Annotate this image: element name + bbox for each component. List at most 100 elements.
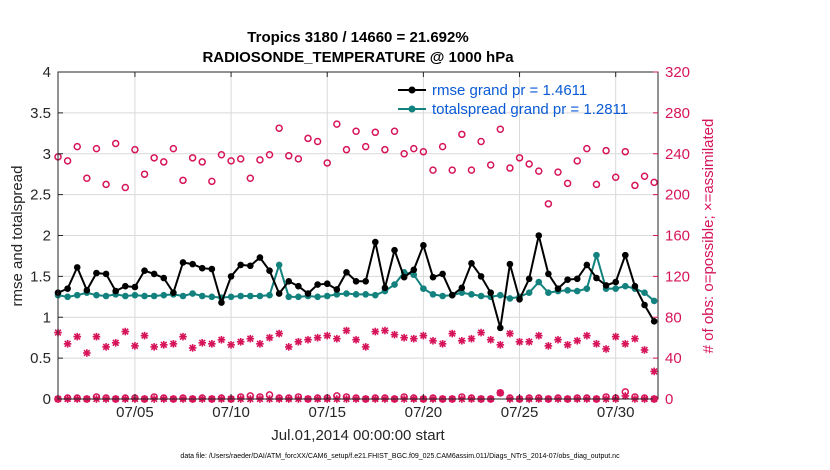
data-point bbox=[208, 293, 216, 301]
obs-assimilated-marker bbox=[477, 328, 485, 337]
obs-possible-marker bbox=[611, 173, 620, 182]
obs-assimilated-marker bbox=[275, 329, 283, 338]
data-point bbox=[122, 292, 129, 300]
obs-assimilated-marker-stroke bbox=[650, 367, 658, 375]
obs-possible-marker bbox=[227, 157, 235, 165]
obs-assimilated-marker-stroke bbox=[593, 340, 600, 348]
obs-assimilated-marker-stroke bbox=[573, 337, 581, 345]
obs-assimilated-marker-stroke bbox=[468, 335, 475, 343]
data-point bbox=[381, 284, 389, 292]
obs-possible-marker bbox=[323, 159, 331, 167]
obs-assimilated-marker-stroke bbox=[160, 341, 168, 349]
obs-assimilated-marker bbox=[256, 340, 264, 348]
obs-assimilated-marker bbox=[381, 326, 389, 335]
data-point bbox=[391, 246, 398, 254]
obs-assimilated-marker bbox=[188, 344, 197, 352]
obs-assimilated-marker bbox=[265, 333, 274, 342]
data-point bbox=[650, 297, 658, 305]
data-point bbox=[362, 291, 369, 298]
obs-possible-marker bbox=[304, 134, 312, 143]
y-axis-label: rmse and totalspread bbox=[9, 166, 26, 307]
obs-assimilated-marker-stroke bbox=[477, 329, 485, 336]
data-point bbox=[189, 260, 196, 268]
data-point bbox=[439, 270, 446, 278]
y-tick-label: 1.5 bbox=[30, 268, 51, 285]
y-tick-label: 2 bbox=[43, 228, 51, 245]
data-point bbox=[160, 274, 168, 282]
obs-possible-marker bbox=[390, 127, 399, 136]
obs-assimilated-marker-stroke bbox=[621, 392, 629, 400]
obs-possible-marker bbox=[256, 156, 264, 164]
obs-assimilated-marker-stroke bbox=[189, 344, 197, 352]
data-point bbox=[218, 299, 225, 306]
obs-possible-marker bbox=[188, 154, 197, 162]
obs-assimilated-marker-stroke bbox=[496, 389, 504, 397]
obs-assimilated-marker-stroke bbox=[246, 335, 254, 343]
data-point bbox=[612, 278, 619, 286]
obs-assimilated-marker-stroke bbox=[448, 330, 456, 338]
obs-assimilated-marker-stroke bbox=[169, 340, 177, 348]
series-assimilated-obs-low- bbox=[54, 389, 658, 403]
data-point bbox=[275, 290, 283, 297]
obs-possible-marker bbox=[121, 183, 130, 192]
obs-assimilated-marker bbox=[131, 342, 139, 350]
obs-assimilated-marker-stroke bbox=[429, 337, 437, 345]
obs-assimilated-marker bbox=[458, 336, 466, 345]
y-right-tick-label: 200 bbox=[665, 187, 690, 204]
data-point bbox=[256, 292, 264, 300]
obs-assimilated-marker bbox=[227, 341, 235, 349]
data-point bbox=[323, 280, 331, 288]
obs-possible-marker bbox=[525, 160, 533, 168]
series-assimilated-obs bbox=[54, 326, 658, 376]
data-point bbox=[535, 278, 543, 286]
obs-possible-marker bbox=[150, 154, 158, 162]
data-point bbox=[73, 291, 81, 299]
data-point bbox=[400, 273, 408, 281]
y-tick-label: 0.5 bbox=[30, 350, 51, 367]
data-point bbox=[131, 283, 139, 291]
data-point bbox=[112, 287, 119, 295]
obs-assimilated-marker bbox=[506, 329, 514, 338]
obs-assimilated-marker-stroke bbox=[304, 336, 312, 344]
data-point bbox=[583, 285, 591, 292]
data-point bbox=[266, 291, 273, 299]
obs-assimilated-marker-stroke bbox=[544, 342, 552, 350]
x-tick-labels: 07/05 07/10 07/15 07/20 07/25 07/30 bbox=[116, 404, 634, 421]
obs-possible-marker bbox=[410, 144, 418, 153]
obs-assimilated-marker bbox=[640, 346, 649, 354]
obs-assimilated-marker-stroke bbox=[150, 343, 158, 351]
data-point bbox=[372, 238, 379, 246]
data-point bbox=[362, 277, 369, 285]
chart-subtitle: RADIOSONDE_TEMPERATURE @ 1000 hPa bbox=[202, 49, 514, 66]
obs-assimilated-marker bbox=[429, 336, 437, 345]
obs-assimilated-marker bbox=[534, 331, 543, 340]
obs-assimilated-marker bbox=[438, 340, 447, 348]
obs-assimilated-marker-stroke bbox=[381, 327, 389, 334]
obs-possible-marker bbox=[131, 145, 139, 154]
data-point bbox=[573, 287, 581, 295]
obs-assimilated-marker-stroke bbox=[439, 340, 447, 348]
data-point bbox=[420, 242, 427, 249]
obs-possible-marker bbox=[583, 144, 591, 153]
data-point bbox=[641, 289, 648, 297]
data-point bbox=[343, 290, 350, 297]
data-point bbox=[179, 292, 187, 300]
y-tick-label: 1 bbox=[43, 309, 51, 326]
data-point bbox=[497, 324, 504, 332]
data-point bbox=[593, 274, 600, 282]
data-point bbox=[410, 271, 418, 279]
obs-assimilated-marker bbox=[592, 340, 601, 348]
data-point bbox=[295, 282, 302, 290]
obs-assimilated-marker-stroke bbox=[285, 343, 293, 351]
obs-assimilated-marker-stroke bbox=[256, 340, 264, 348]
data-point bbox=[266, 267, 273, 274]
obs-possible-marker bbox=[352, 127, 360, 136]
data-point bbox=[150, 270, 158, 278]
data-point bbox=[593, 251, 600, 259]
obs-assimilated-marker bbox=[208, 340, 216, 348]
data-point bbox=[343, 268, 350, 276]
data-point bbox=[583, 261, 591, 269]
obs-possible-marker bbox=[621, 147, 630, 156]
data-point bbox=[131, 291, 139, 299]
